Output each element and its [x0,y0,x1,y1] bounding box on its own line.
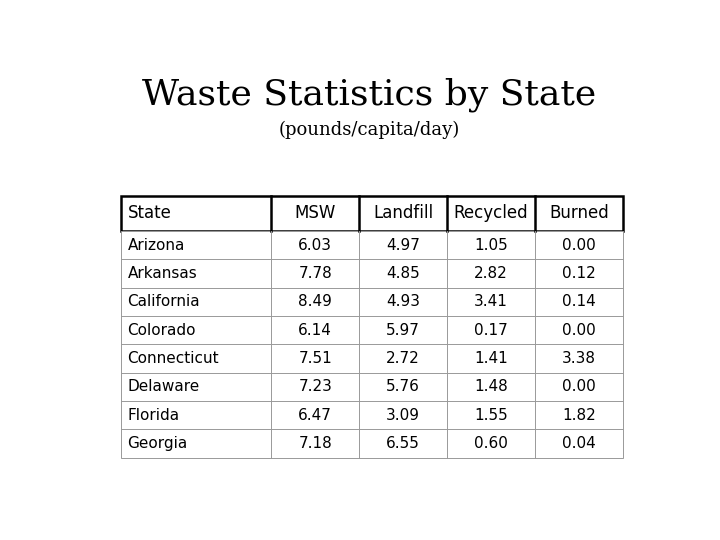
Text: 4.97: 4.97 [386,238,420,253]
Text: 6.47: 6.47 [298,408,332,423]
Text: 6.55: 6.55 [386,436,420,451]
Text: MSW: MSW [294,205,336,222]
Text: 0.12: 0.12 [562,266,596,281]
Text: 3.09: 3.09 [386,408,420,423]
Text: Recycled: Recycled [454,205,528,222]
Text: California: California [127,294,200,309]
Text: 0.14: 0.14 [562,294,596,309]
Text: 6.03: 6.03 [298,238,333,253]
Text: 2.82: 2.82 [474,266,508,281]
Text: 0.00: 0.00 [562,323,596,338]
Text: 1.41: 1.41 [474,351,508,366]
Text: 4.93: 4.93 [386,294,420,309]
Text: (pounds/capita/day): (pounds/capita/day) [279,121,459,139]
Text: 7.18: 7.18 [298,436,332,451]
Text: 1.05: 1.05 [474,238,508,253]
Text: State: State [127,205,171,222]
Text: 7.51: 7.51 [298,351,332,366]
Text: 5.97: 5.97 [386,323,420,338]
Text: 1.48: 1.48 [474,380,508,394]
Text: 0.60: 0.60 [474,436,508,451]
Text: 6.14: 6.14 [298,323,332,338]
Text: 0.00: 0.00 [562,380,596,394]
Text: Georgia: Georgia [127,436,188,451]
Text: Connecticut: Connecticut [127,351,219,366]
Text: Colorado: Colorado [127,323,196,338]
Text: 2.72: 2.72 [387,351,420,366]
Text: 7.23: 7.23 [298,380,332,394]
Text: Arizona: Arizona [127,238,185,253]
Text: 0.00: 0.00 [562,238,596,253]
Text: 8.49: 8.49 [298,294,332,309]
Text: 5.76: 5.76 [386,380,420,394]
Text: Burned: Burned [549,205,609,222]
Text: 1.55: 1.55 [474,408,508,423]
Text: Waste Statistics by State: Waste Statistics by State [142,77,596,112]
Text: Arkansas: Arkansas [127,266,197,281]
Text: 7.78: 7.78 [298,266,332,281]
Text: 0.04: 0.04 [562,436,596,451]
Text: Florida: Florida [127,408,179,423]
Text: 1.82: 1.82 [562,408,596,423]
Bar [121,196,623,231]
Text: Delaware: Delaware [127,380,199,394]
Text: 3.41: 3.41 [474,294,508,309]
Text: 4.85: 4.85 [387,266,420,281]
Text: Landfill: Landfill [373,205,433,222]
Text: 0.17: 0.17 [474,323,508,338]
Text: 3.38: 3.38 [562,351,596,366]
